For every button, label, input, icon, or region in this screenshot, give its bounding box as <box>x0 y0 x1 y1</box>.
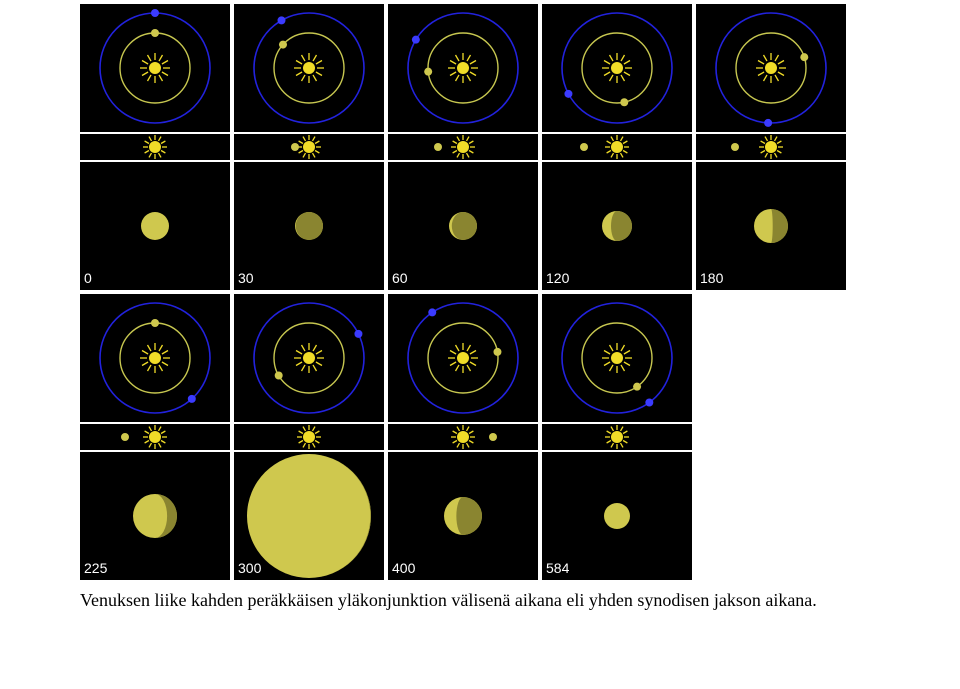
earth-dot <box>428 308 436 316</box>
elongation-strip-panel <box>80 134 230 160</box>
venus-dot <box>279 41 287 49</box>
venus-elongation-dot <box>731 143 739 151</box>
elongation-strip-panel <box>542 134 692 160</box>
venus-dot <box>424 68 432 76</box>
venus-elongation-dot <box>434 143 442 151</box>
phase-panel: 584 <box>542 452 692 580</box>
day-label: 584 <box>546 560 569 576</box>
frame-cell: 30 <box>234 4 384 290</box>
phase-panel: 225 <box>80 452 230 580</box>
phase-panel: 300 <box>234 452 384 580</box>
venus-dot <box>800 53 808 61</box>
orbit-panel <box>234 294 384 422</box>
orbit-panel <box>542 4 692 132</box>
frame-cell: 180 <box>696 4 846 290</box>
day-label: 0 <box>84 270 92 286</box>
orbit-panel <box>234 4 384 132</box>
day-label: 120 <box>546 270 569 286</box>
phase-panel: 400 <box>388 452 538 580</box>
elongation-strip-panel <box>542 424 692 450</box>
earth-dot <box>645 398 653 406</box>
day-label: 30 <box>238 270 254 286</box>
frame-cell: 0 <box>80 4 230 290</box>
day-label: 400 <box>392 560 415 576</box>
earth-dot <box>151 9 159 17</box>
elongation-strip-panel <box>388 134 538 160</box>
earth-dot <box>412 36 420 44</box>
venus-dot <box>620 98 628 106</box>
frame-cell: 120 <box>542 4 692 290</box>
elongation-strip-panel <box>696 134 846 160</box>
frame-cell: 400 <box>388 294 538 580</box>
frame-cell: 60 <box>388 4 538 290</box>
orbit-panel <box>80 294 230 422</box>
row: 225 300 400 <box>80 294 880 580</box>
orbit-panel <box>542 294 692 422</box>
frame-cell: 300 <box>234 294 384 580</box>
venus-elongation-dot <box>580 143 588 151</box>
venus-dot <box>493 348 501 356</box>
phase-panel: 180 <box>696 162 846 290</box>
venus-dot <box>275 372 283 380</box>
elongation-strip-panel <box>80 424 230 450</box>
phase-panel: 60 <box>388 162 538 290</box>
orbit-panel <box>388 294 538 422</box>
row: 0 30 60 <box>80 4 880 290</box>
day-label: 300 <box>238 560 261 576</box>
earth-dot <box>764 119 772 127</box>
phase-panel: 0 <box>80 162 230 290</box>
elongation-strip-panel <box>388 424 538 450</box>
day-label: 60 <box>392 270 408 286</box>
orbit-panel <box>696 4 846 132</box>
orbit-panel <box>80 4 230 132</box>
venus-dot <box>151 319 159 327</box>
frame-cell: 225 <box>80 294 230 580</box>
venus-elongation-dot <box>291 143 299 151</box>
earth-dot <box>278 16 286 24</box>
earth-dot <box>564 90 572 98</box>
venus-dot <box>151 29 159 37</box>
frame-cell: 584 <box>542 294 692 580</box>
earth-dot <box>354 330 362 338</box>
elongation-strip-panel <box>234 134 384 160</box>
venus-elongation-dot <box>121 433 129 441</box>
day-label: 225 <box>84 560 107 576</box>
earth-dot <box>188 395 196 403</box>
phase-panel: 120 <box>542 162 692 290</box>
elongation-strip-panel <box>234 424 384 450</box>
phase-panel: 30 <box>234 162 384 290</box>
venus-dot <box>633 383 641 391</box>
venus-elongation-dot <box>489 433 497 441</box>
day-label: 180 <box>700 270 723 286</box>
orbit-panel <box>388 4 538 132</box>
caption: Venuksen liike kahden peräkkäisen yläkon… <box>80 590 880 611</box>
